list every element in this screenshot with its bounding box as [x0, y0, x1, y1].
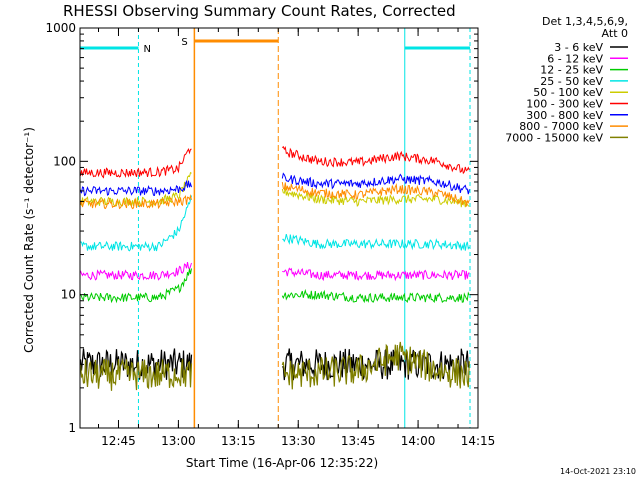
- series-line-0-segment-0: [79, 348, 193, 381]
- series-line-8-segment-0: [79, 358, 193, 391]
- series-line-5-segment-1: [281, 145, 470, 175]
- series-line-1-segment-1: [282, 267, 470, 282]
- x-tick-label: 14:00: [401, 434, 436, 448]
- series-line-2-segment-0: [80, 268, 192, 304]
- legend-title-attenuator: Att 0: [602, 27, 628, 40]
- footer-timestamp: 14-Oct-2021 23:10: [560, 467, 636, 476]
- night-marker-label: N: [143, 44, 150, 55]
- chart-title: RHESSI Observing Summary Count Rates, Co…: [63, 2, 456, 20]
- plot-frame: [79, 27, 479, 429]
- x-tick-label: 13:30: [281, 434, 316, 448]
- series-line-8-segment-1: [281, 341, 470, 390]
- plot-background: [80, 28, 478, 428]
- series-line-1-segment-0: [80, 262, 192, 281]
- series-line-5-segment-0: [80, 147, 192, 179]
- series-line-7-segment-1: [281, 182, 470, 207]
- saa-marker-label: S: [181, 37, 187, 48]
- x-tick-label: 14:15: [461, 434, 496, 448]
- series-layer: [79, 145, 470, 391]
- legend-label: 3 - 6 keV: [554, 41, 603, 54]
- series-line-3-segment-1: [282, 233, 470, 251]
- series-line-6-segment-0: [80, 179, 192, 197]
- legend-label: 25 - 50 keV: [540, 75, 603, 88]
- y-axis-label: Corrected Count Rate (s⁻¹ detector⁻¹): [22, 127, 36, 353]
- legend-label: 100 - 300 keV: [526, 98, 603, 111]
- series-line-3-segment-0: [80, 195, 192, 252]
- legend-label: 800 - 7000 keV: [519, 120, 603, 133]
- series-line-4-segment-1: [281, 187, 470, 208]
- axes: 1 10 100 1000 12:45 13:00 13:15 13:30 13:45 14:00…: [45, 21, 495, 448]
- legend-label: 7000 - 15000 keV: [505, 131, 603, 144]
- x-tick-label: 12:45: [101, 434, 136, 448]
- x-tick-label: 13:45: [341, 434, 376, 448]
- y-tick-label: 1000: [45, 21, 76, 35]
- legend-label: 300 - 800 keV: [526, 109, 603, 122]
- y-tick-label: 10: [61, 288, 76, 302]
- legend-label: 12 - 25 keV: [540, 64, 603, 77]
- x-tick-label: 13:15: [221, 434, 256, 448]
- x-tick-label: 13:00: [161, 434, 196, 448]
- series-line-7-segment-0: [80, 193, 192, 210]
- legend-label: 6 - 12 keV: [547, 52, 603, 65]
- series-line-2-segment-1: [281, 288, 470, 304]
- legend-label: 50 - 100 keV: [533, 86, 603, 99]
- series-line-6-segment-1: [281, 172, 470, 195]
- x-axis-label: Start Time (16-Apr-06 12:35:22): [186, 456, 378, 470]
- y-tick-label: 1: [68, 421, 76, 435]
- y-tick-label: 100: [53, 154, 76, 168]
- plot-area: [80, 28, 478, 428]
- legend-title-detectors: Det 1,3,4,5,6,9,: [542, 15, 628, 28]
